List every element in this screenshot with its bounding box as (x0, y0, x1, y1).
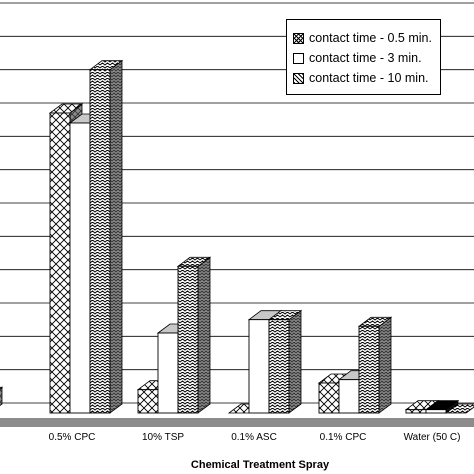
bar-10-min-cat-1 (88, 59, 124, 414)
x-tick-label: 0.1% CPC (319, 432, 367, 443)
legend-label: contact time - 10 min. (309, 71, 429, 85)
legend-item-3-min: contact time - 3 min. (293, 49, 422, 67)
bar-front (405, 409, 427, 414)
legend-label: contact time - 0.5 min. (309, 31, 432, 45)
x-axis-label: Chemical Treatment Spray (190, 459, 330, 471)
bar-front (157, 332, 179, 414)
bar-side (197, 256, 211, 414)
bar-side (0, 386, 3, 406)
legend-item-0.5-min: contact time - 0.5 min. (293, 29, 432, 47)
x-tick-label: 0.5% CPC (48, 432, 96, 443)
x-tick-label: Water (50 C) (403, 432, 461, 443)
legend: contact time - 0.5 min. contact time - 3… (286, 19, 441, 95)
bar-front (268, 319, 290, 414)
bar-front (137, 389, 159, 414)
bar-front (177, 265, 199, 414)
bar-10-min-cat-2 (176, 256, 212, 414)
bar-0.5-min-cat-0 (0, 386, 4, 406)
legend-swatch-plain (293, 52, 304, 64)
bar-front (338, 379, 360, 414)
bar-front (69, 122, 91, 414)
legend-swatch-wave (293, 72, 304, 84)
x-tick-label: 10% TSP (141, 432, 185, 443)
bar-side (288, 309, 302, 414)
legend-swatch-crosshatch (293, 32, 304, 44)
bar-10-min-cat-3 (267, 309, 303, 414)
legend-item-10-min: contact time - 10 min. (293, 69, 429, 87)
bar-front (425, 409, 447, 414)
bar-3-min-cat-5 (424, 399, 460, 414)
bar-front (89, 69, 111, 414)
bar-front (49, 112, 71, 414)
floor-front (0, 418, 474, 427)
bar-10-min-cat-4 (357, 316, 393, 414)
bar-front (318, 382, 340, 414)
legend-label: contact time - 3 min. (309, 51, 422, 65)
bars (0, 59, 474, 414)
bar-side (378, 316, 392, 414)
bar-side (109, 59, 123, 414)
bar-top (444, 403, 474, 414)
bar-10-min-cat-5 (444, 403, 474, 414)
bar-front (248, 319, 270, 414)
bar-top (0, 386, 4, 390)
x-tick-label: 0.1% ASC (231, 432, 277, 443)
bar-front (358, 325, 380, 414)
